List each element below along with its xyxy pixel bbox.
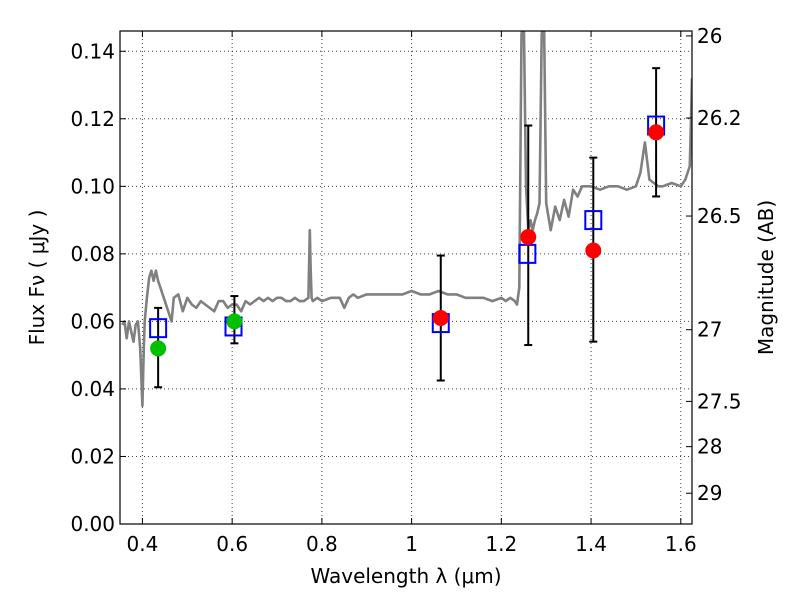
y-tick-label: 0.08 [70, 242, 115, 266]
observed-point [432, 310, 449, 327]
model-photometry-square [584, 210, 603, 231]
x-tick-label: 1.2 [485, 532, 517, 556]
observed-point [520, 228, 537, 245]
y-tick-label: 0.12 [70, 107, 115, 131]
y-tick-label: 0.10 [70, 174, 115, 198]
plot-area [121, 31, 692, 408]
y-tick-label: 0.14 [70, 39, 115, 63]
y2-axis-label: Magnitude (AB) [754, 200, 778, 355]
x-tick-label: 1.4 [575, 532, 607, 556]
x-tick-label: 0.4 [127, 532, 159, 556]
x-tick-label: 1.6 [665, 532, 697, 556]
plot-frame [119, 30, 693, 525]
model-spectrum-line [121, 31, 692, 408]
x-tick-label: 0.8 [306, 532, 338, 556]
y-axis-label: Flux Fν ( μJy ) [25, 210, 49, 346]
ticks: 0.4 0.6 0.8 1 1.2 1.4 1.6 0.00 0.02 0.04 0.06 0.08 0… [70, 24, 741, 556]
y-tick-label: 0.02 [70, 444, 115, 468]
observed-point [585, 242, 602, 259]
y-tick-label: 0.00 [70, 512, 115, 536]
y2-tick-label: 26.5 [697, 204, 742, 228]
observed-point [648, 124, 665, 141]
x-tick-label: 0.6 [216, 532, 248, 556]
grid [120, 31, 692, 525]
y-tick-label: 0.06 [70, 309, 115, 333]
y2-tick-label: 27 [697, 318, 722, 342]
y2-tick-label: 28 [697, 435, 722, 459]
x-axis-label: Wavelength λ (μm) [310, 564, 501, 588]
observed-point [150, 340, 167, 357]
model-photometry-square [149, 318, 168, 339]
y2-tick-label: 29 [697, 481, 722, 505]
y2-tick-label: 27.5 [697, 389, 742, 413]
y2-tick-label: 26 [697, 24, 722, 48]
y2-tick-label: 26.2 [697, 106, 742, 130]
x-tick-label: 1 [405, 532, 418, 556]
observed-point [226, 313, 243, 330]
y-tick-label: 0.04 [70, 377, 115, 401]
